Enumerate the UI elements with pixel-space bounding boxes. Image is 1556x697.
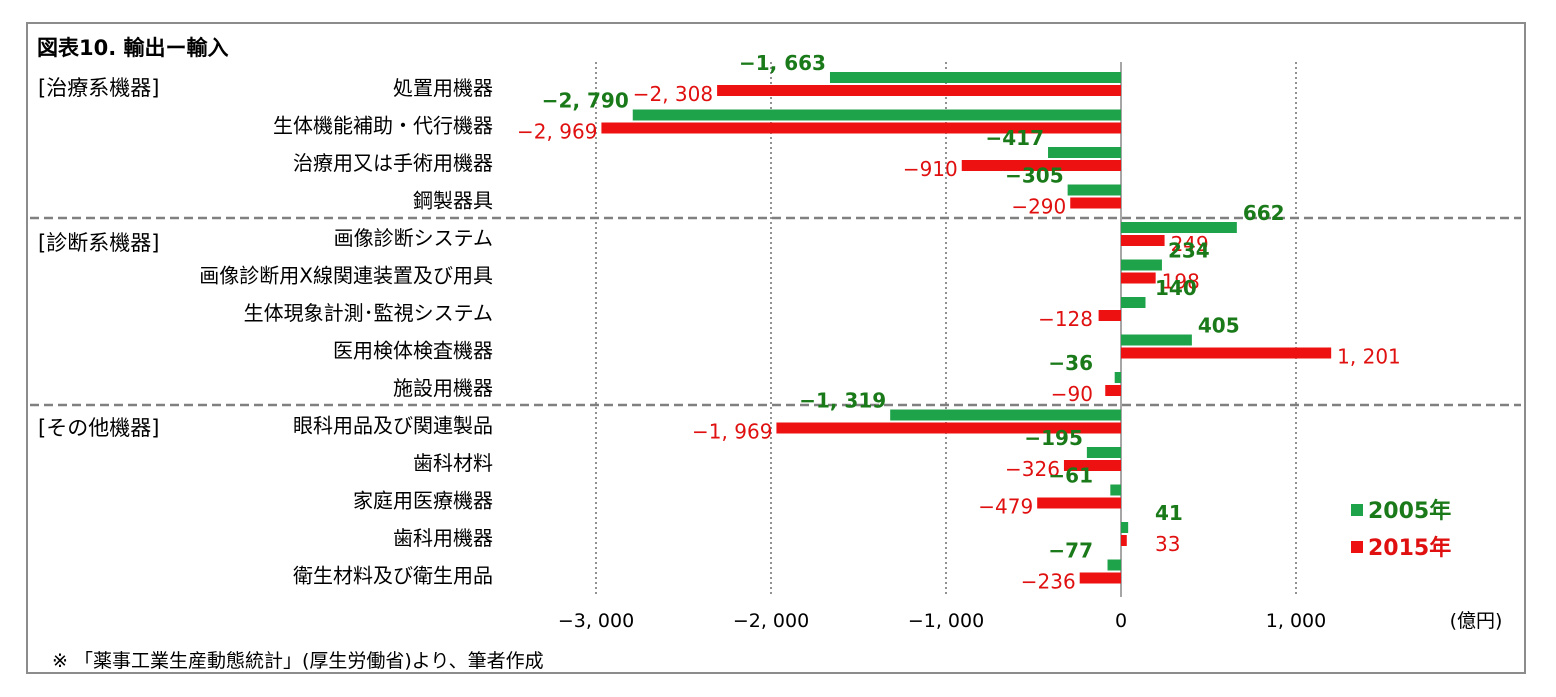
data-label-2005: 405 [1198, 314, 1240, 338]
data-label-2015: 198 [1162, 270, 1200, 294]
data-label-2015: −128 [1038, 307, 1093, 331]
group-label-diagnostic: [診断系機器] [38, 231, 160, 255]
data-label-2015: −2, 308 [633, 82, 713, 106]
category-label: 家庭用医療機器 [353, 489, 493, 513]
data-label-2005: −417 [986, 126, 1045, 150]
bar-2015 [1079, 572, 1121, 584]
bar-2015 [601, 122, 1121, 134]
category-label: 眼科用品及び関連製品 [293, 414, 493, 438]
data-label-2005: 140 [1155, 276, 1197, 300]
chart-title: 図表10. 輸出ー輸入 [37, 36, 229, 60]
legend-label-0: 2005年 [1368, 498, 1451, 524]
data-label-2005: −61 [1048, 464, 1093, 488]
data-label-2015: −2, 969 [517, 120, 597, 144]
source-note: ※ 「薬事工業生産動態統計」(厚生労働省)より、筆者作成 [52, 650, 544, 672]
data-label-2005: −1, 319 [799, 389, 886, 413]
group-label-treatment: [治療系機器] [38, 76, 160, 100]
bar-2005 [1121, 222, 1237, 233]
bar-2015 [1121, 235, 1165, 246]
category-label: 画像診断用X線関連装置及び用具 [199, 264, 493, 288]
bar-2015 [1121, 272, 1156, 284]
category-label: 歯科材料 [413, 451, 493, 475]
bar-2005 [1121, 522, 1129, 533]
data-label-2005: −195 [1024, 426, 1083, 450]
category-label: 医用検体検査機器 [333, 339, 493, 363]
data-label-2005: −36 [1048, 351, 1093, 375]
data-label-2005: 662 [1243, 201, 1285, 225]
bar-2005 [1110, 484, 1121, 496]
data-label-2005: −305 [1005, 164, 1064, 188]
data-label-2015: −479 [978, 495, 1033, 519]
category-label: 生体機能補助・代行機器 [273, 114, 493, 138]
data-label-2015: 1, 201 [1337, 345, 1401, 369]
group-label-other: [その他機器] [38, 416, 160, 440]
bar-2015 [1070, 197, 1121, 209]
bar-2015 [1037, 497, 1121, 509]
data-label-2015: 249 [1171, 232, 1209, 256]
bar-2005 [1048, 147, 1121, 158]
bar-2005 [632, 109, 1121, 121]
category-label: 生体現象計測･監視システム [244, 301, 493, 325]
data-label-2015: −910 [903, 157, 958, 181]
bar-2015 [776, 422, 1121, 434]
legend-label-1: 2015年 [1368, 535, 1451, 561]
data-label-2005: 234 [1168, 239, 1210, 263]
bar-2005 [1121, 259, 1162, 271]
unit-label: (億円) [1450, 610, 1503, 632]
data-label-2005: 41 [1155, 501, 1183, 525]
bar-2015 [1063, 460, 1121, 471]
bar-2005 [1107, 559, 1121, 571]
bar-2005 [1121, 334, 1192, 346]
category-label: 治療用又は手術用機器 [293, 151, 493, 175]
bar-2005 [1121, 297, 1146, 308]
data-label-2015: −90 [1051, 382, 1093, 406]
bar-2015 [717, 85, 1121, 96]
bar-2005 [829, 72, 1121, 83]
x-tick-label-0: −3, 000 [558, 610, 634, 632]
data-label-2005: −2, 790 [542, 89, 629, 113]
data-label-2015: −1, 969 [692, 420, 772, 444]
bar-2005 [1067, 184, 1121, 196]
category-label: 鋼製器具 [413, 189, 493, 213]
bar-2015 [1121, 347, 1332, 359]
x-tick-label-3: 0 [1115, 610, 1127, 632]
category-label: 歯科用機器 [393, 526, 493, 550]
bar-2005 [1086, 447, 1121, 458]
legend-swatch-1 [1351, 541, 1363, 553]
data-label-2015: 33 [1155, 532, 1180, 556]
x-tick-label-1: −2, 000 [733, 610, 809, 632]
x-tick-label-2: −1, 000 [908, 610, 984, 632]
data-label-2015: −236 [1021, 570, 1076, 594]
x-tick-label-4: 1, 000 [1266, 610, 1326, 632]
data-label-2015: −290 [1011, 195, 1066, 219]
category-label: 施設用機器 [393, 376, 493, 400]
chart-frame [26, 22, 1526, 674]
data-label-2005: −77 [1048, 539, 1093, 563]
bar-2005 [890, 409, 1121, 421]
category-label: 画像診断システム [334, 226, 493, 250]
category-label: 衛生材料及び衛生用品 [293, 564, 493, 588]
bar-2015 [961, 160, 1121, 171]
bar-2015 [1105, 385, 1121, 396]
legend-swatch-0 [1351, 504, 1363, 516]
data-label-2015: −326 [1005, 457, 1060, 481]
bar-2005 [1114, 372, 1121, 383]
category-label: 処置用機器 [393, 76, 493, 100]
data-label-2005: −1, 663 [739, 51, 826, 75]
bar-2015 [1121, 535, 1127, 546]
bar-2015 [1098, 310, 1121, 321]
